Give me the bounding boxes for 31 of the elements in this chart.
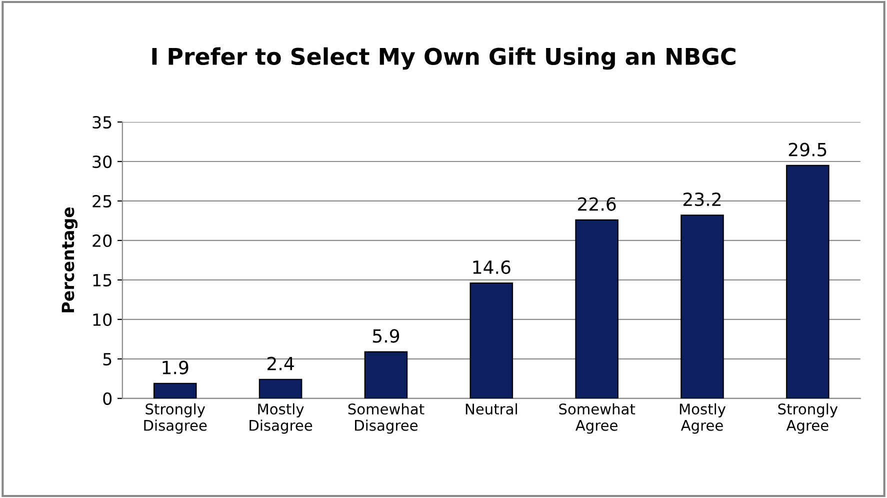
y-tick-label: 20	[92, 234, 112, 248]
y-axis-title: Percentage	[62, 207, 78, 312]
bar	[470, 282, 514, 398]
data-label: 22.6	[578, 197, 616, 211]
y-tick-label: 10	[93, 313, 112, 326]
y-tick-label: 30	[92, 155, 112, 168]
data-label: 1.9	[162, 360, 188, 374]
x-tick-label: Somewhat Agree	[559, 403, 636, 434]
x-tick-label: Strongly Disagree	[144, 403, 207, 434]
data-label: 29.5	[788, 142, 826, 156]
bar	[153, 382, 197, 398]
bar	[575, 219, 618, 398]
data-label: 14.6	[473, 260, 510, 274]
x-tick-label: Mostly Disagree	[250, 403, 312, 434]
y-tick-label: 35	[92, 116, 112, 129]
y-tick-label: 15	[93, 274, 112, 287]
bar	[680, 214, 724, 398]
x-tick-label: Mostly Agree	[680, 403, 726, 434]
data-label: 5.9	[373, 329, 400, 343]
x-tick-label: Neutral	[466, 403, 517, 415]
data-label: 2.4	[268, 356, 294, 370]
x-tick-label: Somewhat Disagree	[348, 403, 424, 434]
chart-title: I Prefer to Select My Own Gift Using an NBGC	[152, 47, 736, 70]
y-tick-label: 25	[92, 194, 112, 208]
y-tick-label: 5	[103, 353, 112, 366]
data-label: 23.2	[683, 192, 721, 206]
bar	[364, 351, 408, 398]
y-tick-label: 0	[103, 392, 112, 405]
bar	[258, 378, 302, 398]
bar	[786, 164, 830, 398]
x-tick-label: Strongly Agree	[778, 403, 838, 434]
